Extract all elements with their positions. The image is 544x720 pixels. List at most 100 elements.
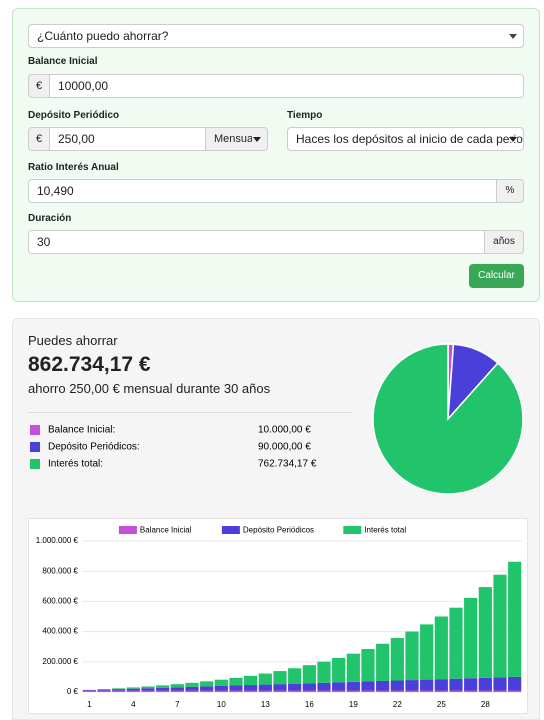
- deposit-input[interactable]: 250,00: [49, 127, 206, 151]
- pie-slice: [372, 343, 524, 495]
- result-heading: Puedes ahorrar: [28, 333, 118, 348]
- legend-value: 90.000,00 €: [258, 442, 311, 453]
- bar-segment: [508, 561, 522, 677]
- duration-addon: años: [484, 230, 524, 254]
- bar-segment: [244, 685, 258, 691]
- bar-segment: [214, 679, 228, 686]
- bar-segment: [508, 676, 522, 691]
- initial-input[interactable]: 10000,00: [49, 74, 524, 98]
- x-tick-label: 19: [349, 700, 358, 709]
- bar-segment: [376, 690, 390, 692]
- bar-segment: [449, 690, 463, 692]
- legend-value: 762.734,17 €: [258, 459, 317, 470]
- bar-segment: [273, 671, 287, 685]
- rate-input[interactable]: 10,490: [28, 179, 497, 203]
- bar-segment: [185, 686, 199, 691]
- bar-segment: [97, 690, 111, 692]
- bar-segment: [317, 682, 331, 691]
- bar-segment: [185, 690, 199, 692]
- bar-segment: [141, 688, 155, 691]
- period-select[interactable]: Mensual: [205, 127, 268, 151]
- bar-segment: [200, 681, 214, 687]
- bar-segment: [185, 682, 199, 687]
- y-tick-label: 200.000 €: [42, 657, 78, 666]
- goal-text: ¿Cuánto puedo ahorrar?: [37, 29, 169, 43]
- bar-segment: [464, 690, 478, 692]
- legend-value: 10.000,00 €: [258, 425, 311, 436]
- time-select[interactable]: Haces los depósitos al inicio de cada pe…: [287, 127, 524, 151]
- bar-segment: [332, 690, 346, 692]
- bar-segment: [376, 680, 390, 691]
- bar-segment: [434, 679, 448, 691]
- x-tick-label: 22: [393, 700, 402, 709]
- bar-segment: [493, 677, 507, 691]
- bar-segment: [214, 685, 228, 691]
- bar-segment: [390, 680, 404, 691]
- deposit-label: Depósito Periódico: [28, 110, 120, 121]
- bar-segment: [361, 681, 375, 691]
- bar-segment: [288, 683, 302, 691]
- x-tick-label: 7: [175, 700, 180, 709]
- currency-addon: €: [28, 74, 50, 98]
- goal-select[interactable]: ¿Cuánto puedo ahorrar?: [28, 24, 524, 48]
- bar-chart: 0 € 200.000 € 400.000 € 600.000 € 800.000 € 1…: [36, 526, 522, 709]
- bar-segment: [508, 690, 522, 692]
- bar-segment: [420, 679, 434, 691]
- legend-label: Depósito Periódicos: [243, 526, 314, 535]
- bar-segment: [478, 587, 492, 678]
- bar-segment: [200, 690, 214, 692]
- y-tick-label: 600.000 €: [42, 597, 78, 606]
- period-text: Mensual: [214, 133, 252, 145]
- bar-segment: [258, 673, 272, 685]
- bar-segment: [302, 683, 316, 691]
- x-tick-label: 16: [305, 700, 314, 709]
- duration-input[interactable]: 30: [28, 230, 485, 254]
- bar-segment: [82, 690, 96, 692]
- bar-segment: [156, 690, 170, 692]
- bar-segment: [126, 687, 140, 689]
- bar-segment: [376, 643, 390, 681]
- bar-segment: [112, 689, 126, 691]
- bar-segment: [141, 686, 155, 689]
- bar-segment: [449, 607, 463, 679]
- legend-swatch: [118, 526, 137, 534]
- bar-segment: [346, 653, 360, 682]
- bar-segment: [346, 681, 360, 691]
- bar-segment: [229, 685, 243, 691]
- bar-segment: [493, 690, 507, 692]
- bar-segment: [434, 616, 448, 680]
- bar-segment: [464, 597, 478, 679]
- bar-segment: [434, 690, 448, 692]
- bar-segment: [361, 648, 375, 682]
- legend-swatch: [30, 425, 40, 435]
- legend-swatch: [343, 526, 362, 534]
- bar-segment: [244, 690, 258, 692]
- result-subtitle: ahorro 250,00 € mensual durante 30 años: [28, 381, 271, 396]
- bar-segment: [112, 688, 126, 690]
- bar-segment: [420, 690, 434, 692]
- y-tick-label: 800.000 €: [42, 566, 78, 575]
- bar-segment: [156, 685, 170, 688]
- bar-segment: [170, 687, 184, 691]
- bar-segment: [478, 677, 492, 691]
- bar-segment: [141, 690, 155, 692]
- x-tick-label: 1: [87, 700, 92, 709]
- bar-segment: [170, 684, 184, 688]
- result-total: 862.734,17 €: [28, 353, 151, 376]
- x-tick-label: 13: [261, 700, 270, 709]
- x-tick-label: 25: [437, 700, 446, 709]
- bar-segment: [126, 690, 140, 692]
- bar-segment: [317, 661, 331, 683]
- bar-segment: [214, 690, 228, 692]
- y-tick-label: 0 €: [67, 687, 79, 696]
- bar-segment: [332, 682, 346, 691]
- bar-segment: [200, 686, 214, 691]
- legend-swatch: [30, 442, 40, 452]
- bar-segment: [302, 690, 316, 692]
- bar-segment: [478, 690, 492, 692]
- bar-segment: [405, 680, 419, 691]
- calculate-button[interactable]: Calcular: [469, 264, 524, 288]
- bar-segment: [229, 690, 243, 692]
- x-tick-label: 10: [217, 700, 226, 709]
